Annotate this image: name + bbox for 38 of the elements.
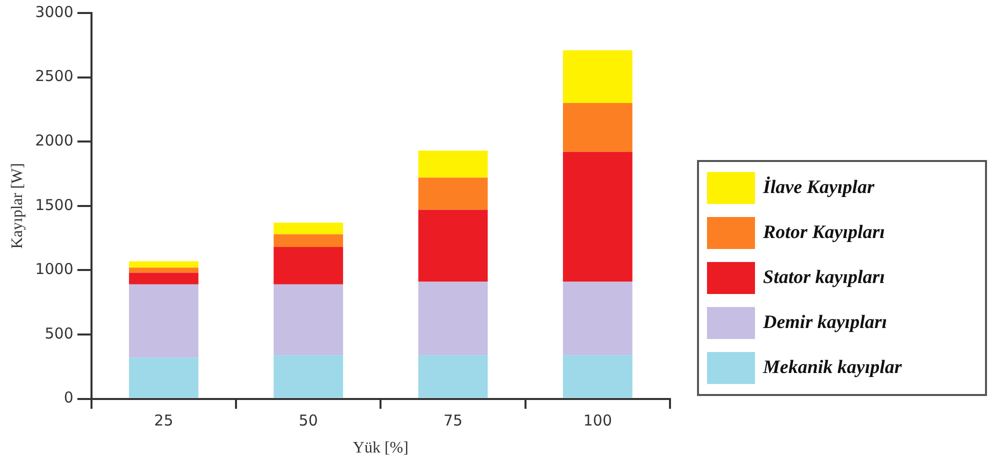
y-tick-label: 1500 bbox=[35, 196, 74, 214]
bar bbox=[418, 282, 488, 356]
bar bbox=[128, 358, 198, 398]
bar bbox=[562, 152, 632, 282]
bar bbox=[128, 261, 198, 268]
bar bbox=[274, 247, 344, 284]
bar bbox=[274, 355, 344, 398]
bar bbox=[274, 284, 344, 356]
bar bbox=[562, 50, 632, 104]
legend-label: Rotor Kayıpları bbox=[763, 222, 885, 244]
x-tick-label: 25 bbox=[154, 412, 174, 430]
bar bbox=[128, 284, 198, 358]
legend-label: Demir kayıpları bbox=[763, 312, 888, 334]
bar bbox=[418, 355, 488, 398]
bar bbox=[562, 282, 632, 356]
x-axis-title: Yük [%] bbox=[352, 440, 408, 457]
bar bbox=[128, 268, 198, 273]
x-tick-label: 100 bbox=[583, 412, 612, 430]
legend-label: Mekanik kayıplar bbox=[763, 356, 902, 379]
y-axis-title: Kayıplar [W] bbox=[8, 163, 26, 249]
legend-label: İlave Kayıplar bbox=[763, 177, 874, 200]
bar bbox=[128, 272, 198, 284]
x-tick-label: 50 bbox=[298, 412, 318, 430]
bar bbox=[418, 178, 488, 210]
y-tick-label: 3000 bbox=[35, 2, 74, 21]
y-tick-label: 1000 bbox=[35, 260, 74, 278]
x-tick-label: 75 bbox=[443, 412, 463, 430]
y-tick-label: 0 bbox=[64, 388, 74, 407]
y-tick-label: 500 bbox=[44, 324, 74, 342]
legend-label: Stator kayıpları bbox=[763, 266, 885, 289]
y-tick-label: 2500 bbox=[35, 67, 74, 86]
bar bbox=[274, 234, 344, 248]
bar bbox=[562, 103, 632, 152]
bar bbox=[418, 150, 488, 178]
y-tick-label: 2000 bbox=[35, 131, 74, 150]
bar bbox=[562, 355, 632, 398]
bar bbox=[274, 222, 344, 234]
bar bbox=[418, 210, 488, 282]
